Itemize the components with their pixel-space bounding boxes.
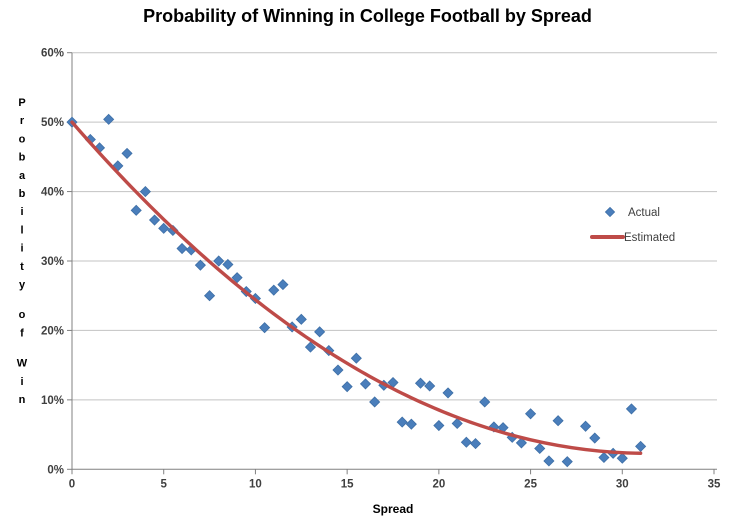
data-point-actual [304,341,317,353]
y-axis-tick-label: 60% [41,48,64,60]
data-point-actual [598,451,610,464]
data-point-actual [213,255,225,267]
data-point-actual [469,438,482,450]
chart-title: Probability of Winning in College Footba… [143,6,592,26]
estimated-trend-line [70,120,643,455]
data-point-actual [515,437,527,449]
data-point-actual [561,456,573,468]
data-point-actual [589,432,601,444]
x-axis-tick-label: 10 [249,478,262,490]
data-point-actual [148,214,161,226]
y-axis-title-letter: a [19,170,26,182]
y-axis-title-letter: W [17,358,28,370]
y-axis-title-letter: o [19,309,26,321]
x-axis-tick-label: 5 [161,478,168,490]
data-point-actual [534,442,546,455]
y-axis-title-letter: t [20,261,24,273]
x-axis-tick-label: 30 [616,478,629,490]
data-point-actual [405,418,417,430]
data-point-actual [295,313,307,325]
x-axis-tick-label: 15 [341,478,354,490]
x-axis-tick-label: 35 [708,478,721,490]
y-axis-title-letter: b [19,188,26,200]
data-point-actual [341,381,353,393]
x-axis-tick-label: 20 [432,478,445,490]
data-point-actual [552,415,564,427]
data-point-actual [635,440,647,452]
data-point-actual [277,279,289,291]
legend-marker-actual [604,206,616,218]
y-axis-tick-label: 30% [41,256,64,268]
data-point-actual [121,147,133,159]
data-point-actual [139,186,151,198]
data-point-actual [103,113,115,125]
data-point-actual [396,416,408,428]
y-axis-title-letter: i [20,206,23,218]
data-point-actual [350,352,362,364]
y-axis-tick-label: 50% [41,117,64,129]
data-point-actual [259,322,271,334]
legend-label-estimated: Estimated [624,232,675,244]
data-point-actual [525,408,537,420]
y-axis-tick-label: 20% [41,325,64,337]
data-point-actual [424,380,436,392]
data-point-actual [314,326,326,338]
data-point-actual [625,403,638,415]
data-point-actual [222,258,234,271]
data-point-actual [442,387,454,399]
data-point-actual [130,204,142,216]
data-point-actual [158,222,170,234]
data-point-actual [414,377,427,389]
y-axis-title-letter: P [18,97,25,109]
data-point-actual [231,272,243,284]
y-axis-title-letter: y [19,279,26,291]
y-axis-tick-label: 0% [47,464,64,476]
data-point-actual [580,420,592,432]
data-point-actual [451,417,463,430]
data-point-actual [616,452,628,464]
data-point-actual [268,284,280,296]
data-point-actual [433,419,445,432]
data-point-actual [194,259,206,271]
data-point-actual [359,378,372,390]
data-point-actual [332,364,344,376]
x-axis-tick-label: 25 [524,478,537,490]
data-point-actual [204,290,216,302]
y-axis-title-letter: b [19,152,26,164]
legend-label-actual: Actual [628,207,660,219]
y-axis-title-letter: f [20,327,24,339]
y-axis-title-letter: r [20,115,25,127]
data-point-actual [460,436,472,448]
y-axis-title-letter: o [19,133,26,145]
data-point-actual [176,242,188,255]
y-axis-title-letter: i [20,376,23,388]
y-axis-tick-label: 40% [41,187,64,199]
x-axis-title: Spread [373,502,414,516]
y-axis-title-letter: n [19,394,26,406]
data-point-actual [479,396,491,408]
data-point-actual [488,421,500,433]
data-point-actual [369,396,381,408]
y-axis-title-letter: l [20,224,23,236]
y-axis-title-letter: i [20,243,23,255]
x-axis-tick-label: 0 [69,478,75,490]
y-axis-tick-label: 10% [41,395,64,407]
data-point-actual [543,455,555,467]
